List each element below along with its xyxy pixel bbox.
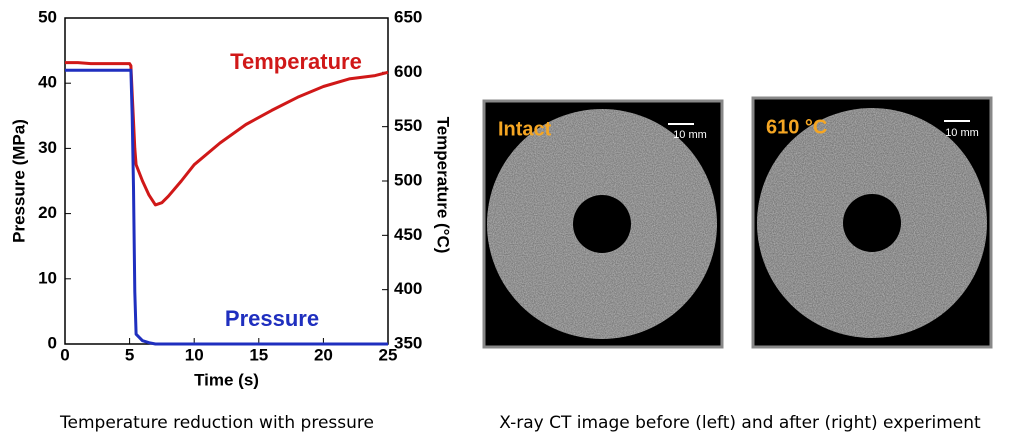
x-tick-label: 5 [125, 345, 134, 364]
y2-tick-label: 500 [394, 170, 422, 189]
y-tick-label: 50 [38, 7, 57, 26]
y-tick-label: 30 [38, 138, 57, 157]
y-tick-label: 0 [48, 333, 57, 352]
y-tick-label: 40 [38, 73, 57, 92]
x-axis-label: Time (s) [194, 370, 259, 389]
y-tick-label: 20 [38, 203, 57, 222]
caption: Temperature reduction with pressure [59, 413, 374, 433]
y-tick-label: 10 [38, 268, 57, 287]
x-tick-label: 15 [249, 345, 268, 364]
y2-tick-label: 650 [394, 7, 422, 26]
ct-image-left: Intact 10 mm [484, 101, 722, 347]
y2-tick-label: 400 [394, 279, 422, 298]
y2-tick-label: 600 [394, 62, 422, 81]
x-tick-label: 20 [314, 345, 333, 364]
data-line [65, 63, 388, 205]
scale-label: 10 mm [945, 127, 979, 139]
series-label: Temperature [230, 49, 362, 74]
x-tick-label: 0 [60, 345, 69, 364]
ct-image-right: 610 °C 10 mm [753, 98, 991, 347]
y2-tick-label: 550 [394, 116, 422, 135]
y2-tick-label: 350 [394, 333, 422, 352]
x-tick-label: 10 [185, 345, 204, 364]
caption: X-ray CT image before (left) and after (… [499, 413, 981, 433]
scale-label: 10 mm [673, 129, 707, 141]
y-axis-label: Pressure (MPa) [9, 119, 28, 243]
image-label: 610 °C [766, 116, 827, 138]
series-label: Pressure [225, 306, 319, 331]
image-label: Intact [498, 118, 552, 140]
y2-tick-label: 450 [394, 225, 422, 244]
y2-axis-label: Temperature (°C) [434, 117, 453, 254]
data-line [65, 70, 388, 344]
figure: 0510152025010203040503504004505005506006… [0, 0, 1016, 441]
